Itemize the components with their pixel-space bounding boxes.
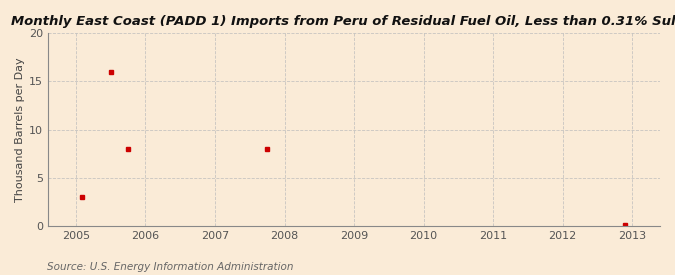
Y-axis label: Thousand Barrels per Day: Thousand Barrels per Day <box>15 57 25 202</box>
Text: Source: U.S. Energy Information Administration: Source: U.S. Energy Information Administ… <box>47 262 294 272</box>
Title: Monthly East Coast (PADD 1) Imports from Peru of Residual Fuel Oil, Less than 0.: Monthly East Coast (PADD 1) Imports from… <box>11 15 675 28</box>
